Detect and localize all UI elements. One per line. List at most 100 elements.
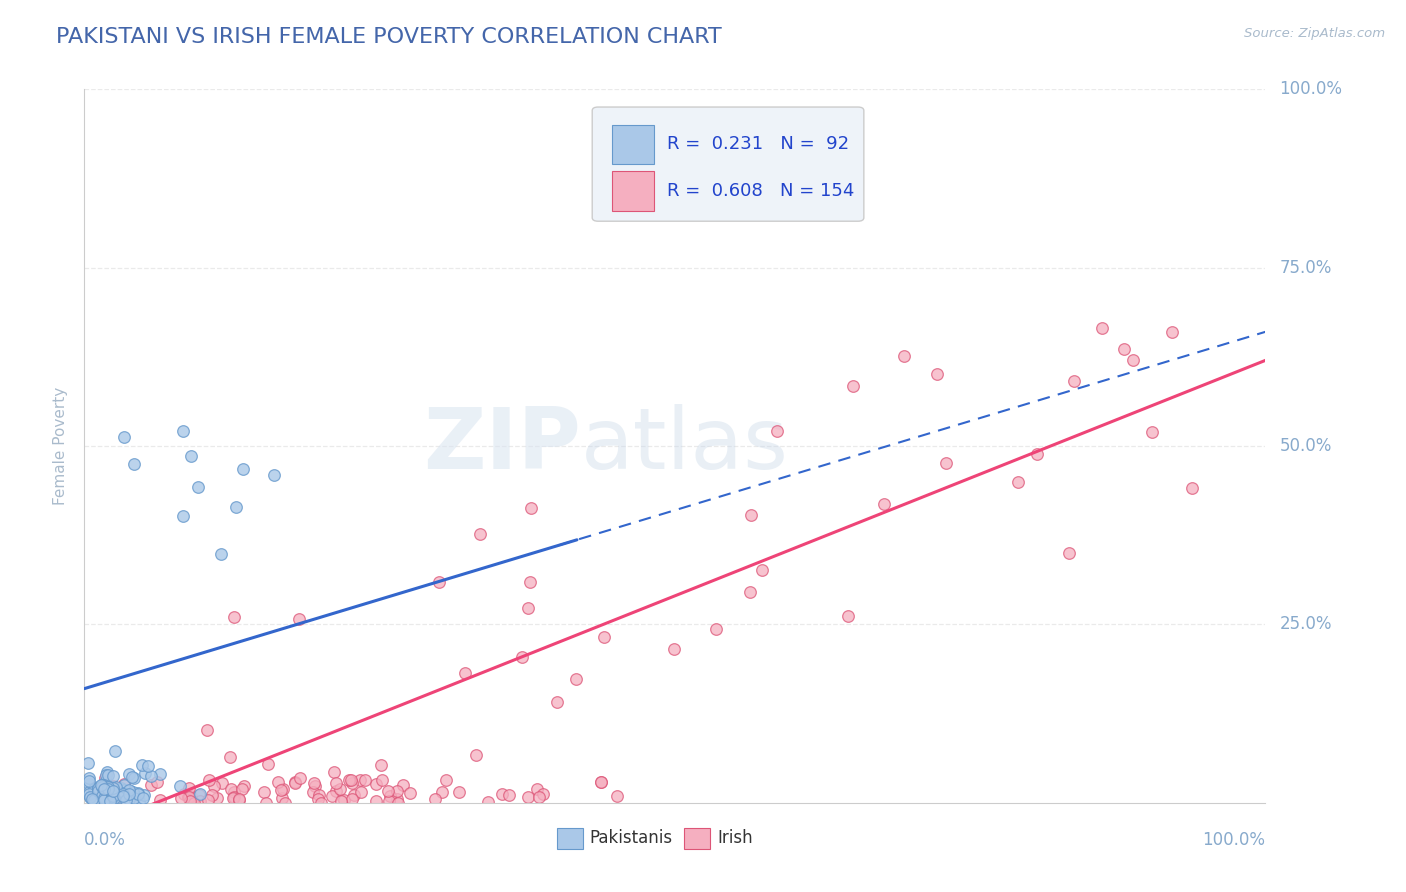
Point (77, 756, 100, 770)
Text: 25.0%: 25.0% (1279, 615, 1331, 633)
Point (83, 793, 105, 807)
Point (103, 791, 125, 805)
Point (97, 768, 120, 782)
Point (449, 785, 471, 799)
Text: R =  0.231   N =  92: R = 0.231 N = 92 (666, 136, 849, 153)
Point (434, 773, 457, 788)
Point (201, 788, 224, 802)
Point (87, 784, 110, 798)
Point (134, 765, 156, 780)
Point (127, 786, 149, 800)
Point (172, 425, 194, 439)
Point (519, 574, 541, 589)
Point (364, 794, 387, 808)
Point (330, 794, 353, 808)
Point (83, 782, 105, 797)
Point (120, 784, 142, 798)
Point (325, 784, 347, 798)
Point (118, 792, 141, 806)
Point (112, 429, 135, 443)
Point (91, 778, 114, 792)
Point (337, 772, 360, 787)
Point (329, 782, 352, 797)
Point (531, 787, 554, 801)
Point (517, 790, 540, 805)
Point (231, 781, 253, 796)
Point (387, 792, 409, 806)
Point (218, 750, 240, 764)
Point (228, 792, 250, 806)
Point (873, 497, 896, 511)
Point (195, 723, 218, 738)
Point (1026, 447, 1049, 461)
Point (136, 759, 159, 773)
Point (1057, 546, 1080, 560)
Point (188, 794, 211, 808)
Point (112, 778, 135, 792)
Point (112, 777, 135, 791)
Point (387, 784, 409, 798)
Point (392, 778, 415, 792)
Text: 50.0%: 50.0% (1279, 437, 1331, 455)
Point (94, 771, 117, 785)
Point (139, 778, 162, 792)
Point (105, 791, 128, 805)
Point (257, 757, 280, 772)
Point (935, 456, 957, 470)
Point (222, 610, 245, 624)
Point (349, 773, 371, 788)
Point (1122, 353, 1144, 368)
Point (526, 782, 548, 797)
Point (350, 784, 373, 798)
Point (108, 789, 131, 804)
Point (128, 794, 150, 808)
Point (1181, 481, 1204, 495)
Point (181, 794, 204, 808)
Point (740, 508, 762, 522)
Point (122, 772, 145, 786)
Point (101, 784, 124, 798)
Point (101, 789, 124, 804)
Point (454, 666, 477, 681)
Point (96, 790, 118, 805)
Point (333, 793, 356, 807)
Point (188, 788, 211, 802)
Text: Irish: Irish (717, 830, 754, 847)
Point (173, 787, 195, 801)
Point (274, 796, 297, 810)
Bar (685, 828, 710, 849)
Point (112, 783, 135, 797)
Point (606, 789, 628, 804)
Point (520, 501, 543, 516)
Point (308, 789, 330, 803)
Point (1063, 374, 1085, 388)
Point (271, 782, 294, 797)
Point (322, 764, 344, 779)
Point (104, 787, 127, 801)
Point (225, 500, 247, 514)
Point (222, 791, 245, 805)
Point (77, 785, 100, 799)
Point (1161, 325, 1184, 339)
Point (1112, 342, 1135, 356)
Point (340, 776, 363, 790)
Point (378, 794, 401, 808)
Point (93, 790, 115, 805)
Point (378, 789, 401, 803)
Point (222, 790, 245, 805)
Point (94, 781, 117, 796)
Point (97, 781, 120, 796)
Point (93, 775, 115, 789)
Point (97, 780, 120, 795)
Point (108, 787, 131, 801)
Point (100, 789, 122, 803)
Point (927, 368, 949, 382)
Point (101, 789, 124, 803)
Point (491, 787, 513, 801)
Point (172, 508, 194, 523)
Point (101, 780, 124, 795)
Point (112, 787, 135, 801)
Point (387, 796, 409, 810)
Point (325, 776, 347, 790)
FancyBboxPatch shape (592, 107, 863, 221)
